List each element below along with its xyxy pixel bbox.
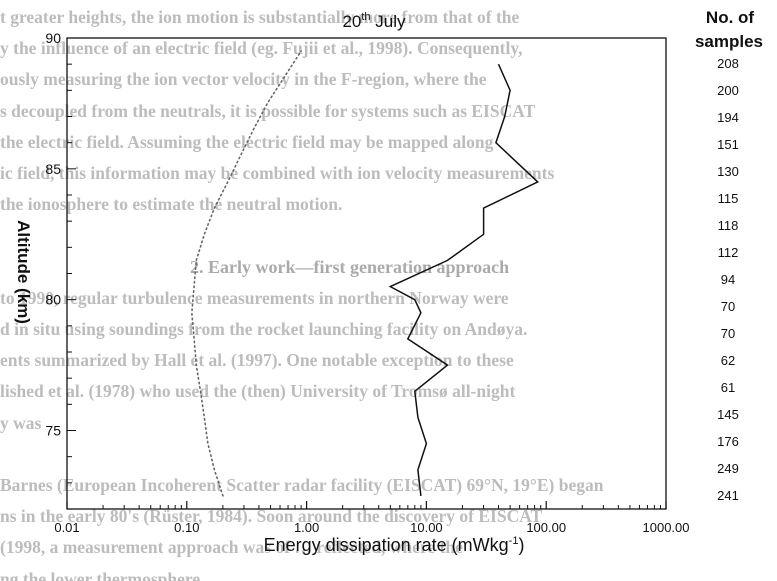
sample-count: 208	[717, 56, 739, 71]
x-tick-label: 0.10	[174, 520, 199, 535]
sample-count: 62	[721, 353, 735, 368]
sample-count: 130	[717, 164, 739, 179]
x-axis-label: Energy dissipation rate (mWkg-1)	[264, 535, 525, 555]
sample-count: 151	[717, 137, 739, 152]
y-tick-label: 85	[45, 161, 61, 177]
sample-count: 241	[717, 488, 739, 503]
chart-title: 20th July	[342, 11, 406, 31]
x-tick-label: 1000.00	[643, 520, 690, 535]
y-tick-label: 90	[45, 30, 61, 46]
sample-count: 249	[717, 461, 739, 476]
x-tick-label: 10.00	[410, 520, 443, 535]
x-tick-label: 1.00	[294, 520, 319, 535]
x-tick-label: 100.00	[526, 520, 566, 535]
sample-count: 118	[718, 218, 739, 233]
sample-count: 94	[721, 272, 735, 287]
y-tick-label: 80	[45, 292, 61, 308]
sample-count: 200	[717, 83, 739, 98]
sample-count: 115	[718, 191, 739, 206]
y-axis-label: Altitude (km)	[14, 220, 33, 324]
solid-series-line	[388, 63, 540, 496]
samples-header-line-1: No. of	[706, 8, 754, 27]
sample-count: 176	[717, 434, 739, 449]
sample-count: 112	[718, 245, 739, 260]
samples-header-line-2: samples	[695, 32, 763, 51]
sample-count: 145	[717, 407, 739, 422]
plot-frame	[66, 37, 667, 510]
y-tick-label: 75	[45, 423, 61, 439]
dotted-series-line	[190, 50, 302, 497]
sample-count: 70	[721, 326, 735, 341]
sample-count: 194	[717, 110, 739, 125]
sample-count: 61	[721, 380, 735, 395]
sample-count: 70	[721, 299, 735, 314]
x-tick-label: 0.01	[54, 520, 79, 535]
